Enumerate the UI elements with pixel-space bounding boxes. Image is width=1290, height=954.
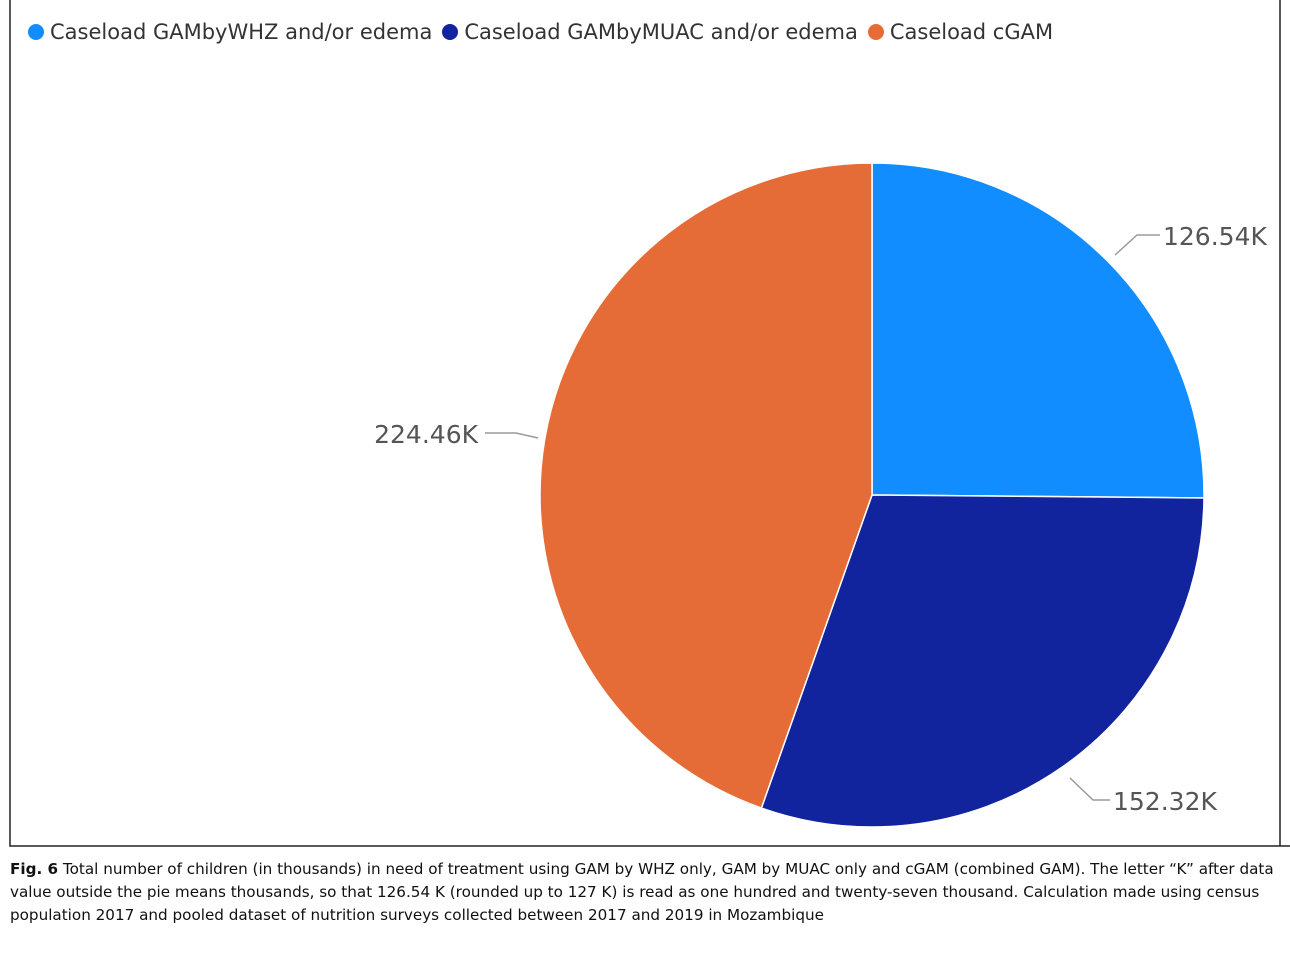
slice-gam-whz[interactable] [871,162,1205,499]
figure-label: Fig. 6 [10,860,59,878]
figure-caption: Fig. 6 Total number of children (in thou… [10,858,1280,927]
legend-dot-icon [442,24,459,40]
legend-label: Caseload GAMbyWHZ and/or edema [50,20,433,44]
legend-dot-icon [28,24,44,40]
data-label: 152.32K [1113,787,1217,816]
leader-line [1069,777,1110,801]
legend-label: Caseload cGAM [889,20,1054,44]
chart-border [9,0,1290,847]
caption-text: Total number of children (in thousands) … [10,860,1274,924]
legend-label: Caseload GAMbyMUAC and/or edema [464,20,858,44]
legend-item-gam-muac[interactable]: Caseload GAMbyMUAC and/or edema [442,20,858,44]
chart-legend: Caseload GAMbyWHZ and/or edema Caseload … [28,20,1063,44]
legend-dot-icon [867,24,884,40]
leader-line [485,432,539,439]
slice-cgam[interactable] [539,162,873,809]
slice-gam-muac[interactable] [760,494,1205,828]
data-label: 126.54K [1163,222,1267,251]
pie-labels: 126.54K 152.32K 224.46K [374,222,1267,816]
legend-item-cgam[interactable]: Caseload cGAM [867,20,1054,44]
leader-line [1114,234,1160,256]
legend-item-gam-whz[interactable]: Caseload GAMbyWHZ and/or edema [28,20,432,44]
data-label: 224.46K [374,420,478,449]
pie-chart [539,162,1205,828]
